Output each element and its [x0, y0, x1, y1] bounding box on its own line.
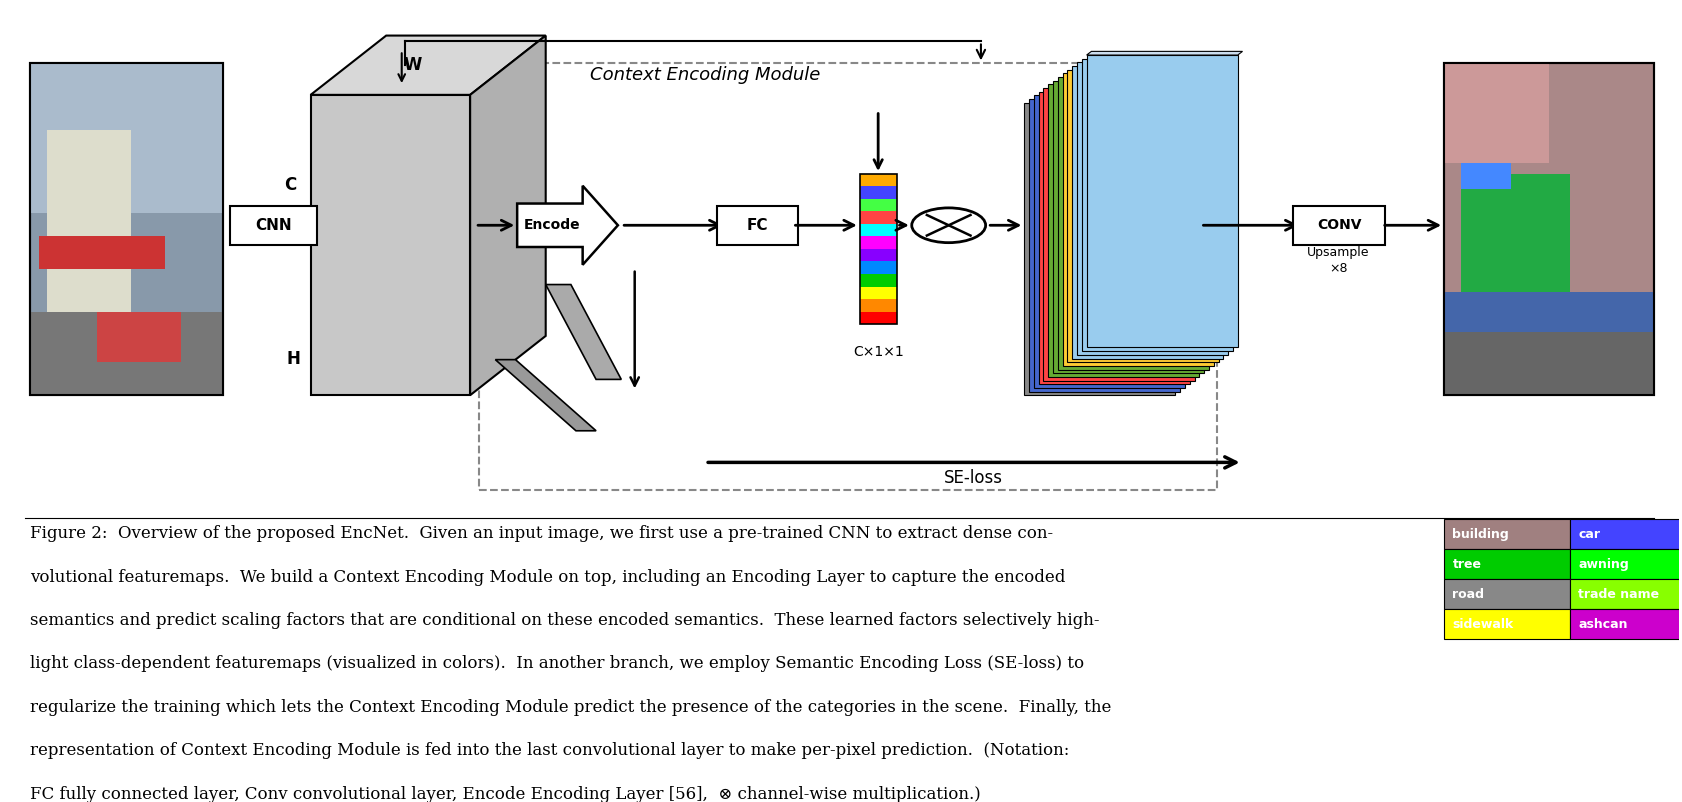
Bar — [1445, 610, 1569, 639]
Bar — [860, 237, 897, 249]
Bar — [30, 63, 224, 395]
Bar — [1068, 70, 1218, 363]
Text: C: C — [284, 176, 296, 194]
Polygon shape — [1087, 51, 1243, 55]
Bar — [1048, 84, 1199, 377]
Bar — [1071, 66, 1223, 358]
Circle shape — [912, 208, 986, 243]
Text: W: W — [404, 56, 422, 75]
Bar — [1076, 63, 1228, 354]
Bar — [1445, 549, 1569, 579]
FancyBboxPatch shape — [1293, 205, 1386, 245]
Bar — [47, 130, 131, 312]
Text: volutional featuremaps.  We build a Context Encoding Module on top, including an: volutional featuremaps. We build a Conte… — [30, 569, 1066, 585]
Bar — [1024, 103, 1176, 395]
Bar — [860, 186, 897, 199]
Bar — [860, 174, 897, 186]
Text: CONV: CONV — [1317, 218, 1361, 233]
Bar — [98, 312, 182, 362]
Bar — [30, 312, 224, 395]
Bar — [1063, 74, 1214, 366]
Text: light class-dependent featuremaps (visualized in colors).  In another branch, we: light class-dependent featuremaps (visua… — [30, 655, 1085, 672]
Bar — [1510, 174, 1569, 316]
Bar — [1445, 63, 1549, 163]
Polygon shape — [311, 35, 545, 95]
Bar — [1445, 63, 1653, 395]
Text: awning: awning — [1578, 558, 1630, 571]
Bar — [1569, 520, 1682, 549]
Bar — [860, 274, 897, 286]
Text: C×1×1: C×1×1 — [853, 345, 903, 358]
Bar — [1460, 142, 1510, 189]
Text: CNN: CNN — [256, 218, 293, 233]
Text: ×8: ×8 — [1329, 262, 1347, 275]
Text: semantics and predict scaling factors that are conditional on these encoded sema: semantics and predict scaling factors th… — [30, 612, 1100, 629]
Text: H: H — [288, 350, 301, 368]
Text: Context Encoding Module: Context Encoding Module — [590, 66, 821, 84]
Text: SE-loss: SE-loss — [944, 469, 1004, 487]
FancyBboxPatch shape — [717, 205, 797, 245]
Bar — [1445, 579, 1569, 610]
Bar — [860, 299, 897, 311]
Bar — [860, 261, 897, 274]
Bar — [860, 199, 897, 212]
Bar — [1569, 610, 1682, 639]
Text: tree: tree — [1453, 558, 1482, 571]
Text: building: building — [1453, 528, 1509, 541]
Polygon shape — [471, 35, 545, 395]
Polygon shape — [495, 359, 595, 431]
Bar — [39, 236, 165, 269]
Bar — [860, 212, 897, 224]
Bar — [30, 63, 224, 395]
Bar — [1445, 293, 1653, 332]
Bar — [860, 174, 897, 324]
Bar — [860, 224, 897, 237]
Bar — [1053, 81, 1204, 373]
Text: Figure 2:  Overview of the proposed EncNet.  Given an input image, we first use : Figure 2: Overview of the proposed EncNe… — [30, 525, 1053, 542]
Bar — [30, 63, 224, 213]
Bar — [1445, 520, 1569, 549]
Bar — [1043, 88, 1194, 380]
FancyBboxPatch shape — [230, 205, 318, 245]
Text: road: road — [1453, 588, 1485, 601]
Text: car: car — [1578, 528, 1600, 541]
Text: regularize the training which lets the Context Encoding Module predict the prese: regularize the training which lets the C… — [30, 699, 1112, 716]
Bar — [860, 286, 897, 299]
Bar — [1445, 332, 1653, 395]
Bar — [1082, 59, 1233, 351]
Text: FC fully connected layer, Conv convolutional layer, Encode Encoding Layer [56], : FC fully connected layer, Conv convoluti… — [30, 786, 981, 802]
Text: representation of Context Encoding Module is fed into the last convolutional lay: representation of Context Encoding Modul… — [30, 743, 1070, 759]
Bar — [1087, 55, 1238, 347]
Bar — [1569, 549, 1682, 579]
Bar — [1034, 95, 1184, 388]
Text: ashcan: ashcan — [1578, 618, 1628, 631]
Text: sidewalk: sidewalk — [1453, 618, 1514, 631]
Text: FC: FC — [747, 218, 769, 233]
Bar — [1569, 579, 1682, 610]
Polygon shape — [545, 285, 621, 379]
Text: Upsample: Upsample — [1307, 246, 1369, 259]
Bar — [860, 249, 897, 261]
Bar — [1445, 63, 1653, 395]
Polygon shape — [311, 95, 471, 395]
Polygon shape — [516, 186, 617, 265]
Bar — [1039, 91, 1189, 384]
Bar — [860, 311, 897, 324]
Text: Encode: Encode — [525, 218, 580, 233]
Text: trade name: trade name — [1578, 588, 1660, 601]
Bar — [1460, 182, 1527, 301]
Bar — [1058, 77, 1209, 370]
Bar — [1029, 99, 1181, 391]
